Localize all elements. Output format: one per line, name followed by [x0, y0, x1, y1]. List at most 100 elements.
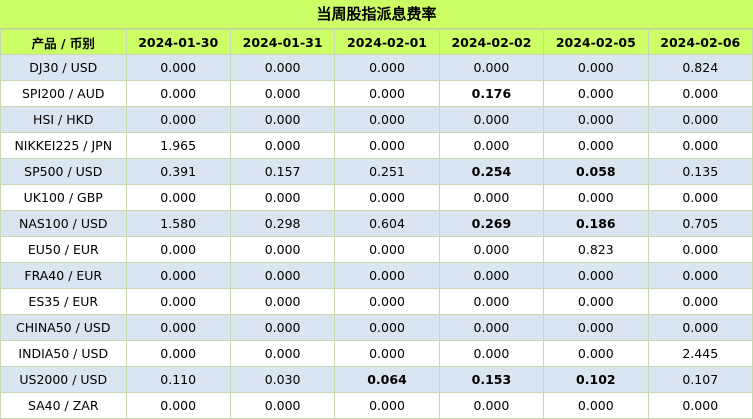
rate-cell: 0.823 [543, 236, 649, 263]
header-product: 产品 / 币别 [0, 29, 127, 55]
rate-cell: 0.000 [125, 392, 231, 419]
rate-cell: 0.000 [334, 392, 440, 419]
rate-cell: 0.157 [229, 158, 336, 185]
rate-cell: 0.000 [229, 54, 336, 81]
rate-cell: 0.000 [229, 288, 336, 315]
rate-cell: 0.000 [334, 314, 440, 341]
rate-cell: 0.000 [229, 106, 336, 133]
rate-cell: 0.000 [334, 236, 440, 263]
table-row: INDIA50 / USD 0.000 0.000 0.000 0.000 0.000 2.… [0, 340, 753, 367]
rate-cell: 0.000 [229, 236, 336, 263]
rate-cell: 0.110 [125, 366, 231, 393]
table-row: SPI200 / AUD 0.000 0.000 0.000 0.176 0.000 0.0… [0, 80, 753, 107]
rate-cell: 0.604 [334, 210, 440, 237]
rate-cell: 0.000 [438, 54, 545, 81]
rate-cell: 0.000 [334, 184, 440, 211]
product-cell: ES35 / EUR [0, 288, 127, 315]
header-date: 2024-02-02 [438, 29, 545, 55]
rate-cell: 0.000 [334, 54, 440, 81]
rate-cell: 0.000 [334, 106, 440, 133]
header-date: 2024-01-31 [229, 29, 336, 55]
rate-cell: 0.000 [125, 314, 231, 341]
rate-cell: 0.000 [334, 288, 440, 315]
rate-cell: 0.000 [647, 262, 753, 289]
rate-cell: 0.251 [334, 158, 440, 185]
rate-cell: 0.153 [438, 366, 545, 393]
product-cell: FRA40 / EUR [0, 262, 127, 289]
rate-cell: 0.064 [334, 366, 440, 393]
rate-cell: 0.000 [438, 106, 545, 133]
rate-cell: 2.445 [647, 340, 753, 367]
rate-cell: 0.000 [438, 392, 545, 419]
product-cell: US2000 / USD [0, 366, 127, 393]
rate-cell: 0.000 [543, 80, 649, 107]
rate-cell: 1.580 [125, 210, 231, 237]
rate-cell: 0.298 [229, 210, 336, 237]
table-row: ES35 / EUR 0.000 0.000 0.000 0.000 0.000 0.000 [0, 288, 753, 315]
product-cell: SA40 / ZAR [0, 392, 127, 419]
rate-cell: 0.176 [438, 80, 545, 107]
rate-cell: 0.000 [125, 262, 231, 289]
product-cell: NAS100 / USD [0, 210, 127, 237]
rate-cell: 0.000 [438, 184, 545, 211]
product-cell: NIKKEI225 / JPN [0, 132, 127, 159]
header-date: 2024-02-06 [647, 29, 753, 55]
product-cell: SP500 / USD [0, 158, 127, 185]
rate-cell: 0.135 [647, 158, 753, 185]
rate-cell: 0.000 [125, 80, 231, 107]
table-title: 当周股指派息费率 [0, 0, 753, 29]
rate-cell: 0.000 [543, 184, 649, 211]
rate-cell: 0.000 [647, 314, 753, 341]
table-row: UK100 / GBP 0.000 0.000 0.000 0.000 0.000 0.00… [0, 184, 753, 211]
rate-cell: 0.000 [647, 106, 753, 133]
table-row: US2000 / USD 0.110 0.030 0.064 0.153 0.102 0.1… [0, 366, 753, 393]
rate-cell: 0.391 [125, 158, 231, 185]
rate-cell: 0.000 [125, 340, 231, 367]
table-row: CHINA50 / USD 0.000 0.000 0.000 0.000 0.000 0.… [0, 314, 753, 341]
rate-cell: 0.000 [647, 236, 753, 263]
header-date: 2024-02-05 [543, 29, 649, 55]
rate-cell: 0.705 [647, 210, 753, 237]
rate-cell: 0.000 [543, 54, 649, 81]
product-cell: SPI200 / AUD [0, 80, 127, 107]
rate-cell: 0.000 [334, 132, 440, 159]
rate-cell: 0.000 [125, 236, 231, 263]
table-row: EU50 / EUR 0.000 0.000 0.000 0.000 0.823 0.000 [0, 236, 753, 263]
rate-cell: 0.000 [543, 314, 649, 341]
rate-cell: 0.000 [647, 288, 753, 315]
rate-cell: 0.000 [543, 392, 649, 419]
rate-cell: 0.000 [543, 132, 649, 159]
rate-cell: 0.254 [438, 158, 545, 185]
rate-cell: 0.058 [543, 158, 649, 185]
rate-cell: 0.030 [229, 366, 336, 393]
rate-cell: 0.000 [647, 392, 753, 419]
rate-cell: 0.000 [543, 106, 649, 133]
table-row: NIKKEI225 / JPN 1.965 0.000 0.000 0.000 0.000… [0, 132, 753, 159]
rate-cell: 0.824 [647, 54, 753, 81]
rate-cell: 0.000 [125, 184, 231, 211]
product-cell: UK100 / GBP [0, 184, 127, 211]
rate-cell: 0.000 [438, 288, 545, 315]
table-row: SA40 / ZAR 0.000 0.000 0.000 0.000 0.000 0.000 [0, 392, 753, 419]
rate-cell: 0.000 [647, 80, 753, 107]
product-cell: DJ30 / USD [0, 54, 127, 81]
rate-cell: 0.000 [543, 288, 649, 315]
rate-cell: 0.000 [229, 262, 336, 289]
rate-cell: 0.000 [438, 236, 545, 263]
rate-cell: 0.269 [438, 210, 545, 237]
rate-cell: 0.000 [334, 340, 440, 367]
rate-cell: 0.000 [334, 262, 440, 289]
table-row: HSI / HKD 0.000 0.000 0.000 0.000 0.000 0.000 [0, 106, 753, 133]
product-cell: EU50 / EUR [0, 236, 127, 263]
rate-cell: 0.000 [229, 80, 336, 107]
rate-cell: 0.000 [438, 132, 545, 159]
rate-cell: 0.000 [543, 340, 649, 367]
header-date: 2024-01-30 [125, 29, 231, 55]
table-row: FRA40 / EUR 0.000 0.000 0.000 0.000 0.000 0.00… [0, 262, 753, 289]
rate-cell: 0.000 [125, 288, 231, 315]
dividend-table: 产品 / 币别 2024-01-30 2024-01-31 2024-02-01… [0, 29, 753, 419]
header-date: 2024-02-01 [334, 29, 440, 55]
product-cell: INDIA50 / USD [0, 340, 127, 367]
rate-cell: 0.000 [229, 392, 336, 419]
